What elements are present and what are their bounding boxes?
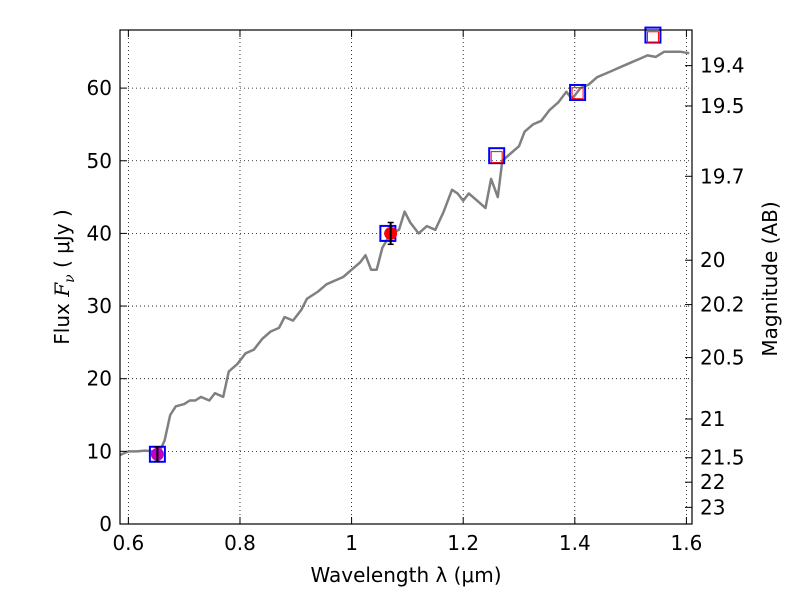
magnitude-tick-label: 21.5 xyxy=(700,446,745,470)
magnitude-tick-label: 21 xyxy=(700,407,725,431)
grid-lines xyxy=(120,30,692,525)
x-axis-label: Wavelength λ (μm) xyxy=(310,563,501,587)
magnitude-tick-label: 20.2 xyxy=(700,293,745,317)
y-tick-label: 50 xyxy=(87,149,112,173)
y-tick-labels: 0 10 20 30 40 50 60 xyxy=(87,76,112,536)
y-tick-label: 60 xyxy=(87,76,112,100)
y-axis-label-symbol: F xyxy=(50,282,74,298)
y-axis-label: Flux Fν ( μJy ) xyxy=(50,209,78,344)
magnitude-tick-label: 19.4 xyxy=(700,54,745,78)
spectrum-line xyxy=(119,50,690,457)
model-point xyxy=(569,83,587,101)
magnitude-tick-label: 23 xyxy=(700,495,725,519)
data-markers xyxy=(148,26,662,463)
y-tick-label: 0 xyxy=(99,512,112,536)
y-tick-label: 30 xyxy=(87,294,112,318)
y-tick-label: 20 xyxy=(87,367,112,391)
upper-limit-point xyxy=(490,151,503,164)
upper-limit-point xyxy=(646,31,659,44)
y-axis-label-prefix: Flux xyxy=(50,297,74,345)
plot-frame xyxy=(119,29,693,525)
y-tick-label: 10 xyxy=(87,439,112,463)
x-tick-label: 0.8 xyxy=(224,531,256,555)
upper-limit-point xyxy=(571,87,584,100)
magnitude-tick-label: 20.5 xyxy=(700,346,745,370)
x-tick-label: 1.4 xyxy=(559,531,591,555)
model-point xyxy=(488,147,506,165)
magnitude-tick-label: 19.7 xyxy=(700,164,745,188)
axis-ticks xyxy=(120,30,692,525)
x-tick-label: 0.6 xyxy=(112,531,144,555)
y-tick-label: 40 xyxy=(87,221,112,245)
x-tick-label: 1.6 xyxy=(671,531,703,555)
magnitude-axis-label: Magnitude (AB) xyxy=(758,201,782,356)
y-axis-label-suffix: ( μJy ) xyxy=(50,209,74,274)
y-axis-label-subscript: ν xyxy=(62,274,78,283)
magnitude-tick-label: 19.5 xyxy=(700,94,745,118)
magnitude-tick-label: 20 xyxy=(700,248,725,272)
x-tick-label: 1.2 xyxy=(447,531,479,555)
x-tick-label: 1 xyxy=(345,531,358,555)
magnitude-tick-label: 22 xyxy=(700,470,725,494)
x-tick-labels: 0.6 0.8 1 1.2 1.4 1.6 xyxy=(112,531,702,555)
